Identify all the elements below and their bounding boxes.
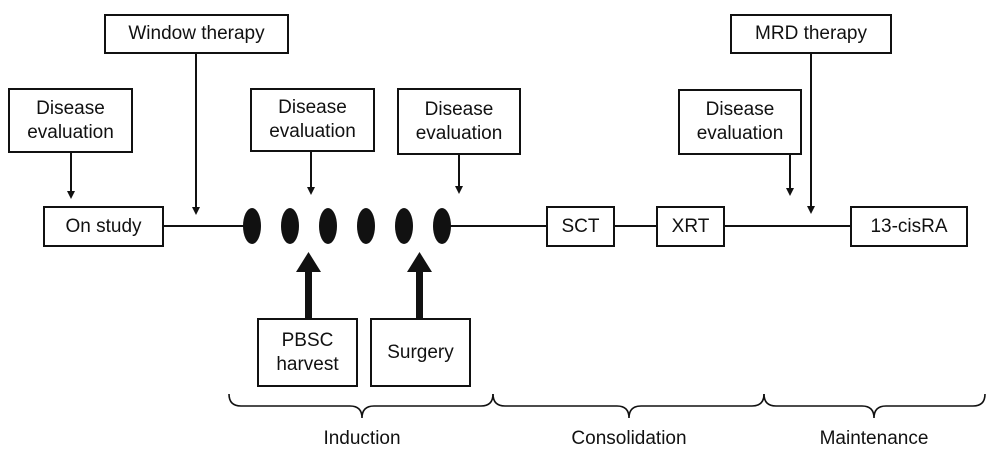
brace-consolidation bbox=[492, 393, 765, 419]
down-arrows bbox=[67, 54, 815, 215]
disease-evaluation-line2: evaluation bbox=[27, 121, 114, 143]
induction-cycle-3 bbox=[319, 208, 337, 244]
disease-evaluation-line1: Disease bbox=[424, 98, 494, 120]
disease-evaluation-box-1: Disease evaluation bbox=[8, 88, 133, 153]
phase-maintenance-label: Maintenance bbox=[819, 428, 929, 449]
pbsc-harvest-box: PBSC harvest bbox=[257, 318, 358, 387]
arrow-pbsc-head bbox=[296, 252, 321, 272]
disease-evaluation-line2: evaluation bbox=[415, 122, 503, 144]
xrt-box: XRT bbox=[656, 206, 725, 247]
induction-cycle-2 bbox=[281, 208, 299, 244]
arrow-pbsc-shaft bbox=[305, 270, 312, 318]
sct-box: SCT bbox=[546, 206, 615, 247]
mrd-therapy-label: MRD therapy bbox=[755, 23, 867, 44]
pbsc-line2: harvest bbox=[276, 353, 339, 375]
induction-cycle-1 bbox=[243, 208, 261, 244]
brace-induction bbox=[228, 393, 494, 419]
phase-braces bbox=[228, 393, 986, 419]
on-study-label: On study bbox=[65, 215, 142, 237]
induction-cycle-6 bbox=[433, 208, 451, 244]
disease-evaluation-line1: Disease bbox=[36, 97, 105, 119]
disease-evaluation-line2: evaluation bbox=[696, 123, 784, 144]
arrow-surgery-head bbox=[407, 252, 432, 272]
brace-maintenance bbox=[763, 393, 986, 419]
disease-evaluation-line2: evaluation bbox=[269, 121, 356, 142]
on-study-box: On study bbox=[43, 206, 164, 247]
xrt-label: XRT bbox=[671, 215, 710, 237]
phase-consolidation-label: Consolidation bbox=[571, 428, 687, 449]
disease-evaluation-box-3: Disease evaluation bbox=[397, 88, 521, 155]
pbsc-line1: PBSC bbox=[281, 329, 334, 351]
sct-label: SCT bbox=[561, 215, 600, 237]
disease-evaluation-box-4: Disease evaluation bbox=[678, 89, 802, 155]
induction-cycle-4 bbox=[357, 208, 375, 244]
cisra-box: 13-cisRA bbox=[850, 206, 968, 247]
induction-cycle-5 bbox=[395, 208, 413, 244]
induction-cycles bbox=[243, 208, 451, 244]
up-arrows bbox=[296, 252, 432, 318]
disease-evaluation-box-2: Disease evaluation bbox=[250, 88, 375, 152]
disease-evaluation-line1: Disease bbox=[705, 99, 775, 120]
window-therapy-box: Window therapy bbox=[104, 14, 289, 54]
arrow-surgery-shaft bbox=[416, 270, 423, 318]
surgery-label: Surgery bbox=[387, 341, 454, 363]
window-therapy-label: Window therapy bbox=[128, 23, 265, 44]
mrd-therapy-box: MRD therapy bbox=[730, 14, 892, 54]
surgery-box: Surgery bbox=[370, 318, 471, 387]
phase-induction-label: Induction bbox=[323, 428, 401, 449]
disease-evaluation-line1: Disease bbox=[278, 97, 347, 118]
cisra-label: 13-cisRA bbox=[870, 215, 948, 237]
